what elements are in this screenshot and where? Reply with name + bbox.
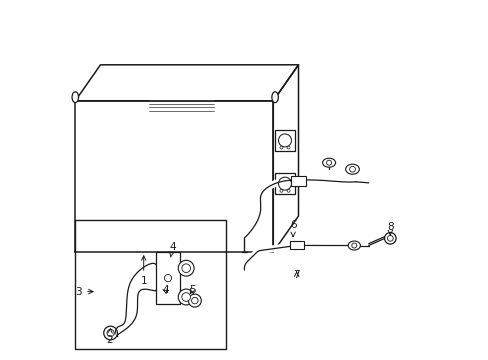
Ellipse shape <box>271 92 278 103</box>
Circle shape <box>188 294 201 307</box>
Circle shape <box>280 146 282 149</box>
Circle shape <box>349 166 355 172</box>
Circle shape <box>278 177 291 190</box>
Text: 6: 6 <box>289 220 296 237</box>
Text: 3: 3 <box>76 287 93 297</box>
Circle shape <box>178 289 194 305</box>
Text: 4: 4 <box>169 242 176 257</box>
Circle shape <box>182 293 190 301</box>
Circle shape <box>278 134 291 147</box>
Bar <box>275 173 294 194</box>
Text: 8: 8 <box>386 222 393 235</box>
Bar <box>75 220 226 349</box>
Circle shape <box>191 297 198 304</box>
Circle shape <box>384 233 395 244</box>
Text: 5: 5 <box>188 285 195 295</box>
Circle shape <box>386 235 392 241</box>
Text: 7: 7 <box>293 270 300 280</box>
Ellipse shape <box>322 158 335 167</box>
Bar <box>291 176 306 186</box>
Text: 2: 2 <box>106 329 113 345</box>
Bar <box>156 252 179 304</box>
Circle shape <box>182 264 190 273</box>
Text: 4: 4 <box>162 285 168 295</box>
Circle shape <box>178 260 194 276</box>
Ellipse shape <box>345 164 359 174</box>
Ellipse shape <box>347 241 360 250</box>
Circle shape <box>280 189 282 192</box>
Circle shape <box>286 189 289 192</box>
Circle shape <box>286 146 289 149</box>
Ellipse shape <box>72 92 79 103</box>
Circle shape <box>351 243 356 248</box>
Circle shape <box>326 160 331 165</box>
Bar <box>275 130 294 151</box>
Bar <box>289 241 303 249</box>
Circle shape <box>107 329 114 337</box>
Text: 1: 1 <box>140 256 147 286</box>
Circle shape <box>164 274 171 282</box>
Circle shape <box>103 326 117 340</box>
